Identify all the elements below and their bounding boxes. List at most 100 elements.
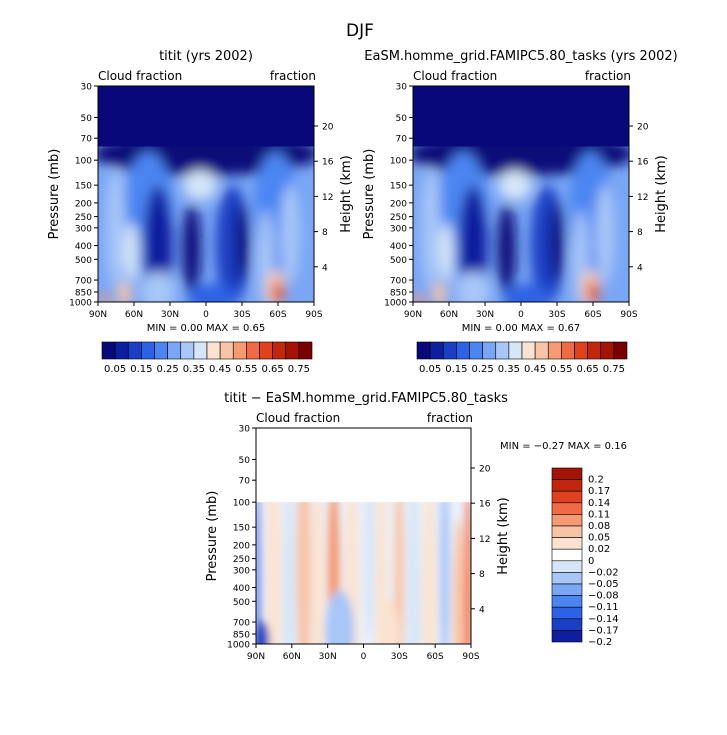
x-tick-label: 60S [269, 310, 286, 320]
field-feature [432, 282, 447, 302]
y-tick-label: 850 [75, 288, 92, 298]
right-label: fraction [427, 411, 473, 425]
y2-tick-label: 8 [637, 228, 643, 238]
colorbar-label: −0.08 [588, 591, 619, 602]
colorbar-label: 0.05 [419, 364, 441, 375]
panel-model-a: titit (yrs 2002) Cloud fraction fraction 30… [47, 49, 354, 375]
colorbar-swatch [154, 341, 168, 360]
colorbar: 0.05 0.15 0.25 0.35 0.45 0.55 0.65 0.75 [416, 341, 628, 375]
colorbar-label: 0.08 [588, 521, 610, 532]
colorbar-swatch [551, 502, 583, 515]
y-tick-label: 250 [390, 213, 407, 223]
y-tick-label: 850 [233, 630, 250, 640]
colorbar-label: 0.17 [588, 486, 610, 497]
colorbar-label: −0.11 [588, 602, 619, 613]
field-feature [497, 203, 517, 294]
colorbar-label: 0.05 [588, 533, 610, 544]
field-feature [280, 183, 300, 284]
y-tick-label: 1000 [69, 299, 92, 309]
x-tick-label: 90N [404, 310, 422, 320]
y-tick-label: 70 [239, 477, 251, 487]
field-feature [587, 282, 599, 302]
colorbar-label: −0.02 [588, 567, 619, 578]
x-tick-label: 30N [476, 310, 494, 320]
y-tick-label: 700 [75, 277, 92, 287]
y2-axis-label: Height (km) [654, 155, 669, 232]
y2-tick-label: 12 [637, 193, 648, 203]
field-feature [188, 283, 236, 302]
colorbar-swatch [193, 341, 208, 360]
x-tick-label: 60N [125, 310, 143, 320]
colorbar-swatch [534, 341, 549, 360]
y-tick-label: 400 [233, 584, 250, 594]
x-tick-label: 0 [518, 310, 524, 320]
y-tick-label: 30 [396, 83, 408, 93]
colorbar-swatch [180, 341, 195, 360]
x-tick-label: 0 [361, 652, 367, 662]
y-tick-label: 150 [390, 182, 407, 192]
colorbar-label: 0.15 [130, 364, 152, 375]
field-feature [234, 202, 250, 283]
colorbar: 0.20.170.140.110.080.050.020−0.02−0.05−0… [551, 467, 619, 648]
colorbar-swatch [141, 341, 155, 360]
field-feature [256, 620, 270, 644]
colorbar-label: 0.02 [588, 544, 610, 555]
colorbar-swatch [456, 341, 470, 360]
colorbar-swatch [246, 341, 260, 360]
y2-tick-label: 4 [322, 263, 328, 273]
y-tick-label: 300 [75, 224, 92, 234]
x-tick-label: 30N [319, 652, 337, 662]
y-tick-label: 70 [396, 135, 408, 145]
colorbar-swatch [101, 341, 116, 360]
y-axis-label: Pressure (mb) [47, 149, 62, 240]
y-tick-label: 500 [233, 598, 250, 608]
y-tick-label: 100 [75, 157, 92, 167]
colorbar-swatch [551, 560, 583, 573]
y-tick-label: 70 [81, 135, 93, 145]
right-label: fraction [585, 69, 631, 83]
colorbar-swatch [298, 341, 313, 360]
colorbar-label: 0.05 [104, 364, 126, 375]
figure-title: DJF [346, 21, 374, 41]
colorbar-label: 0.45 [524, 364, 546, 375]
field-feature [439, 222, 454, 283]
field-feature [498, 170, 532, 201]
stats-label: MIN = 0.00 MAX = 0.67 [462, 323, 581, 334]
heatmap-field [256, 428, 471, 644]
colorbar-label: 0.45 [209, 364, 231, 375]
colorbar-label: −0.14 [588, 614, 619, 625]
colorbar-label: 0.75 [603, 364, 625, 375]
colorbar-swatch [547, 341, 562, 360]
y-tick-label: 150 [75, 182, 92, 192]
panel-difference: titit − EaSM.homme_grid.FAMIPC5.80_tasks… [205, 391, 627, 662]
colorbar-swatch [551, 606, 583, 620]
colorbar-swatch [561, 341, 575, 360]
y-tick-label: 850 [390, 288, 407, 298]
colorbar-swatch [551, 479, 583, 492]
x-tick-label: 60N [283, 652, 301, 662]
colorbar-label: 0.55 [550, 364, 572, 375]
x-tick-label: 60S [427, 652, 444, 662]
y2-tick-label: 8 [479, 570, 485, 580]
right-label: fraction [270, 69, 316, 83]
y-tick-label: 50 [396, 114, 408, 124]
colorbar-label: 0.65 [576, 364, 598, 375]
colorbar-swatch [127, 341, 142, 360]
colorbar-swatch [551, 548, 583, 562]
field-feature [272, 282, 284, 302]
colorbar-swatch [442, 341, 457, 360]
x-tick-label: 30S [233, 310, 250, 320]
field-feature [407, 472, 420, 644]
y-tick-label: 200 [75, 199, 92, 209]
colorbar-swatch [551, 490, 583, 504]
y2-axis-label: Height (km) [496, 497, 511, 574]
field-feature [421, 167, 441, 288]
colorbar-label: 0.35 [498, 364, 520, 375]
field-feature [106, 167, 126, 288]
y-tick-label: 1000 [384, 299, 407, 309]
colorbar-swatch [551, 583, 583, 596]
colorbar-swatch [219, 341, 234, 360]
colorbar-swatch [551, 537, 583, 550]
y2-axis-label: Height (km) [339, 155, 354, 232]
colorbar-swatch [259, 341, 273, 360]
